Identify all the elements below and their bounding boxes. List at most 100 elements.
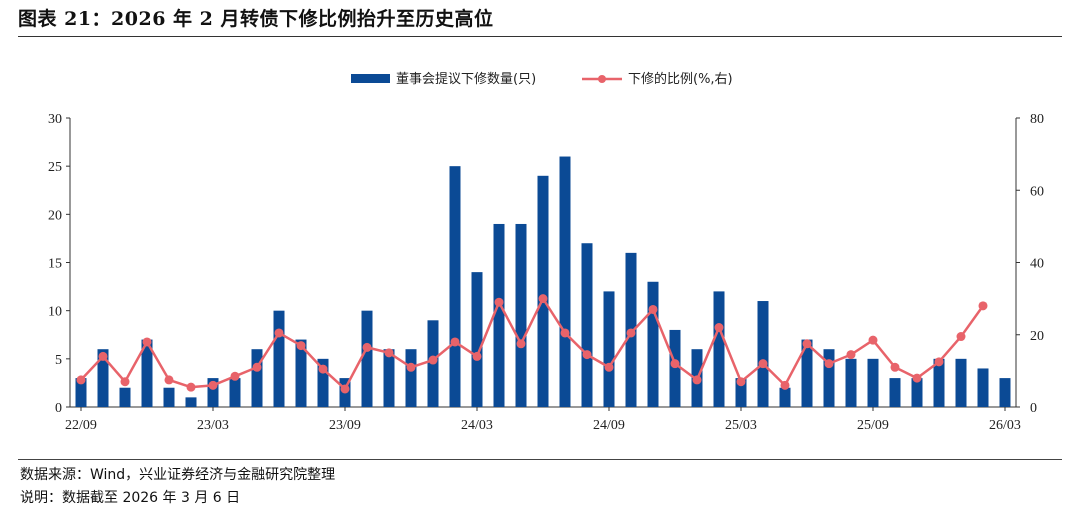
- line-point: [98, 351, 108, 361]
- bar: [383, 349, 395, 407]
- x-tick-label: 23/09: [329, 418, 361, 433]
- bar-series: [75, 156, 1011, 407]
- bar: [295, 339, 307, 407]
- right-tick-label: 40: [1030, 257, 1044, 272]
- remark-note: 说明：数据截至 2026 年 3 月 6 日: [20, 490, 241, 506]
- line-point: [494, 297, 504, 307]
- bar: [757, 301, 769, 407]
- right-axis: 0 20 40 60 80: [1015, 112, 1044, 416]
- line-point: [824, 359, 834, 369]
- bar: [603, 291, 615, 407]
- line-point: [692, 375, 702, 385]
- line-point: [274, 328, 284, 338]
- x-tick-label: 25/03: [725, 418, 757, 433]
- line-point: [912, 373, 922, 383]
- legend-bar-label: 董事会提议下修数量(只): [396, 71, 536, 87]
- bar: [779, 387, 791, 407]
- line-point: [802, 339, 812, 349]
- bar: [207, 378, 219, 407]
- line-series: [76, 294, 988, 394]
- x-tick-label: 22/09: [65, 418, 97, 433]
- bar: [867, 358, 879, 407]
- x-axis: 22/09 23/03 23/09 24/03 24/09 25/03 25/09 26/03: [65, 406, 1021, 433]
- line-point: [296, 341, 306, 351]
- bar: [845, 358, 857, 407]
- line-point: [472, 351, 482, 361]
- left-tick-label: 15: [48, 257, 62, 272]
- bar: [405, 349, 417, 407]
- line-point: [76, 375, 86, 385]
- x-tick-label: 25/09: [857, 418, 889, 433]
- right-tick-label: 80: [1030, 112, 1044, 127]
- line-point: [846, 350, 856, 360]
- bar: [647, 281, 659, 407]
- figure-title: 图表 21：2026 年 2 月转债下修比例抬升至历史高位: [18, 8, 494, 30]
- bar: [823, 349, 835, 407]
- bar: [911, 378, 923, 407]
- bar: [251, 349, 263, 407]
- left-tick-label: 25: [48, 160, 62, 175]
- line-point: [142, 337, 152, 347]
- bar: [163, 387, 175, 407]
- line-point: [406, 362, 416, 372]
- line-point: [626, 328, 636, 338]
- bar: [361, 310, 373, 407]
- bar: [141, 339, 153, 407]
- bar: [317, 358, 329, 407]
- line-point: [208, 380, 218, 390]
- line-point: [890, 362, 900, 372]
- bar: [955, 358, 967, 407]
- left-tick-label: 30: [48, 112, 62, 127]
- bar: [537, 175, 549, 407]
- line-point: [934, 357, 944, 367]
- line-point: [450, 337, 460, 347]
- line-point: [736, 377, 746, 387]
- line-point: [978, 301, 988, 311]
- bar: [713, 291, 725, 407]
- line-point: [186, 382, 196, 392]
- line-point: [714, 323, 724, 333]
- right-tick-label: 60: [1030, 184, 1044, 199]
- line-point: [252, 362, 262, 372]
- bar: [449, 166, 461, 407]
- left-tick-label: 20: [48, 208, 62, 223]
- combo-chart: 董事会提议下修数量(只) 下修的比例(%,右) 0 5 10 15 20 25 30 0 20…: [48, 71, 1044, 433]
- bar: [229, 378, 241, 407]
- line-point: [758, 359, 768, 369]
- right-tick-label: 20: [1030, 329, 1044, 344]
- footer-divider: [18, 459, 1062, 460]
- bar: [999, 378, 1011, 407]
- bar: [471, 272, 483, 407]
- legend-line-label: 下修的比例(%,右): [628, 71, 733, 87]
- line-point: [340, 384, 350, 394]
- bar: [735, 378, 747, 407]
- x-tick-label: 24/09: [593, 418, 625, 433]
- bar: [559, 156, 571, 407]
- left-tick-label: 0: [55, 401, 62, 416]
- legend-bar-swatch: [351, 74, 390, 83]
- bar: [669, 329, 681, 407]
- bar: [515, 223, 527, 407]
- line-point: [604, 362, 614, 372]
- left-axis: 0 5 10 15 20 25 30: [48, 112, 71, 416]
- line-point: [362, 342, 372, 352]
- title-divider: [18, 36, 1062, 37]
- bar: [75, 378, 87, 407]
- legend: 董事会提议下修数量(只) 下修的比例(%,右): [351, 71, 733, 87]
- line-point: [318, 364, 328, 374]
- line-point: [956, 332, 966, 342]
- line-point: [670, 359, 680, 369]
- line-point: [560, 328, 570, 338]
- left-tick-label: 5: [55, 353, 62, 368]
- bar: [933, 358, 945, 407]
- line-point: [582, 350, 592, 360]
- x-tick-label: 26/03: [989, 418, 1021, 433]
- right-tick-label: 0: [1030, 401, 1037, 416]
- bar: [801, 339, 813, 407]
- legend-line-marker: [598, 75, 606, 83]
- line-point: [230, 371, 240, 381]
- line-point: [868, 335, 878, 345]
- bar: [119, 387, 131, 407]
- x-tick-label: 24/03: [461, 418, 493, 433]
- line-point: [516, 339, 526, 349]
